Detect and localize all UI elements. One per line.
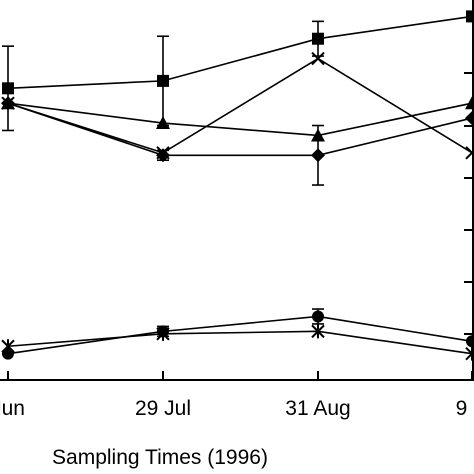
- marker-asterisk: [311, 324, 325, 339]
- marker-cross: [311, 51, 325, 66]
- series-square: [2, 10, 474, 132]
- marker-asterisk: [465, 346, 474, 361]
- marker-square: [157, 74, 169, 87]
- marker-square: [312, 32, 324, 45]
- series-asterisk: [1, 324, 474, 361]
- marker-asterisk: [156, 326, 170, 341]
- series-circle: [2, 308, 474, 360]
- marker-circle: [312, 310, 324, 323]
- marker-circle: [466, 335, 474, 348]
- x-tick-label: 31 Aug: [285, 397, 350, 420]
- series-cross: [1, 51, 474, 160]
- marker-diamond: [1, 96, 15, 111]
- marker-square: [2, 82, 14, 95]
- marker-cross: [465, 146, 474, 160]
- marker-square: [466, 10, 474, 23]
- marker-diamond: [311, 148, 325, 163]
- marker-circle: [2, 347, 14, 360]
- series-line: [7, 57, 473, 154]
- series-line: [7, 15, 473, 90]
- series-line: [7, 315, 473, 355]
- marker-triangle: [156, 116, 170, 130]
- marker-triangle: [465, 96, 474, 110]
- x-axis-title: Sampling Times (1996): [52, 446, 268, 469]
- x-tick-label: Jun: [0, 397, 25, 420]
- series-line: [7, 102, 473, 157]
- series-diamond: [1, 96, 474, 186]
- x-tick-label: 9 N: [456, 397, 474, 420]
- x-tick-label: 29 Jul: [135, 397, 191, 420]
- plot-frame: [0, 0, 474, 381]
- series-layer: [1, 10, 474, 361]
- series-line: [7, 330, 473, 355]
- marker-diamond: [465, 111, 474, 126]
- series-line: [7, 102, 473, 137]
- marker-diamond: [156, 148, 170, 163]
- x-tick-labels: Jun 29 Jul 31 Aug 9 N: [0, 397, 474, 420]
- marker-asterisk: [1, 339, 15, 354]
